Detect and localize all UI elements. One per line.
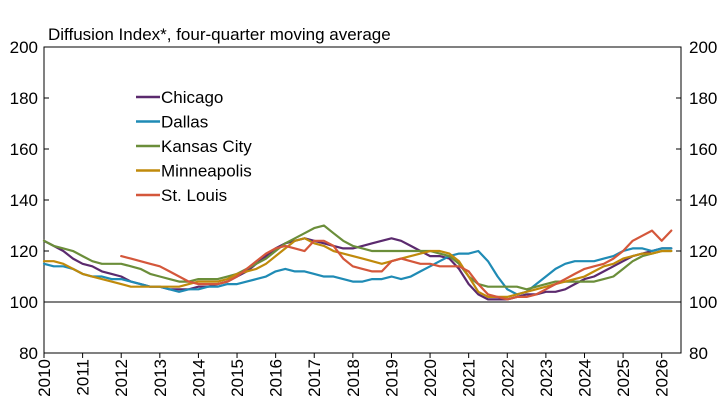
x-tick-label: 2023	[537, 359, 556, 397]
y-tick-label-left: 200	[10, 38, 38, 57]
series-lines	[42, 224, 673, 301]
series-line-minneapolis	[42, 237, 673, 298]
y-axis-right: 80 100 120 140 160 180 200	[676, 38, 717, 363]
y-tick-label-right: 80	[689, 344, 708, 363]
legend-label: Kansas City	[161, 137, 252, 156]
series-line-st-louis	[120, 229, 673, 301]
y-tick-label-right: 140	[689, 191, 717, 210]
legend-label: Minneapolis	[161, 162, 252, 181]
x-tick-label: 2025	[614, 359, 633, 397]
legend-label: Dallas	[161, 113, 208, 132]
x-tick-label: 2010	[35, 359, 54, 397]
x-axis: 2010 2011 2012 2013 2014 2015 2016 2017 2018 2019…	[35, 353, 672, 397]
x-tick-label: 2020	[421, 359, 440, 397]
y-tick-label-left: 80	[19, 344, 38, 363]
x-tick-label: 2016	[267, 359, 286, 397]
y-tick-label-left: 180	[10, 89, 38, 108]
x-tick-label: 2022	[498, 359, 517, 397]
legend-label: Chicago	[161, 88, 223, 107]
x-tick-label: 2024	[575, 359, 594, 397]
x-tick-label: 2015	[228, 359, 247, 397]
y-tick-label-left: 140	[10, 191, 38, 210]
x-tick-label: 2021	[460, 359, 479, 397]
x-tick-label: 2014	[189, 359, 208, 397]
x-tick-label: 2018	[344, 359, 363, 397]
y-axis-left: 80 100 120 140 160 180 200	[10, 38, 49, 363]
plot-area	[43, 46, 682, 354]
x-tick-label: 2012	[112, 359, 131, 397]
y-tick-label-right: 180	[689, 89, 717, 108]
y-tick-label-right: 100	[689, 293, 717, 312]
chart-title: Diffusion Index*, four-quarter moving av…	[48, 25, 391, 44]
x-tick-label: 2013	[151, 359, 170, 397]
x-tick-label: 2017	[305, 359, 324, 397]
y-tick-label-left: 160	[10, 140, 38, 159]
y-tick-label-right: 120	[689, 242, 717, 261]
x-tick-label: 2011	[74, 359, 93, 396]
y-tick-label-left: 120	[10, 242, 38, 261]
y-tick-label-left: 100	[10, 293, 38, 312]
y-tick-label-right: 200	[689, 38, 717, 57]
legend-label: St. Louis	[161, 186, 227, 205]
y-tick-label-right: 160	[689, 140, 717, 159]
legend: Chicago Dallas Kansas City Minneapolis St. L…	[136, 88, 252, 205]
x-tick-label: 2026	[653, 359, 672, 397]
x-tick-label: 2019	[382, 359, 401, 397]
